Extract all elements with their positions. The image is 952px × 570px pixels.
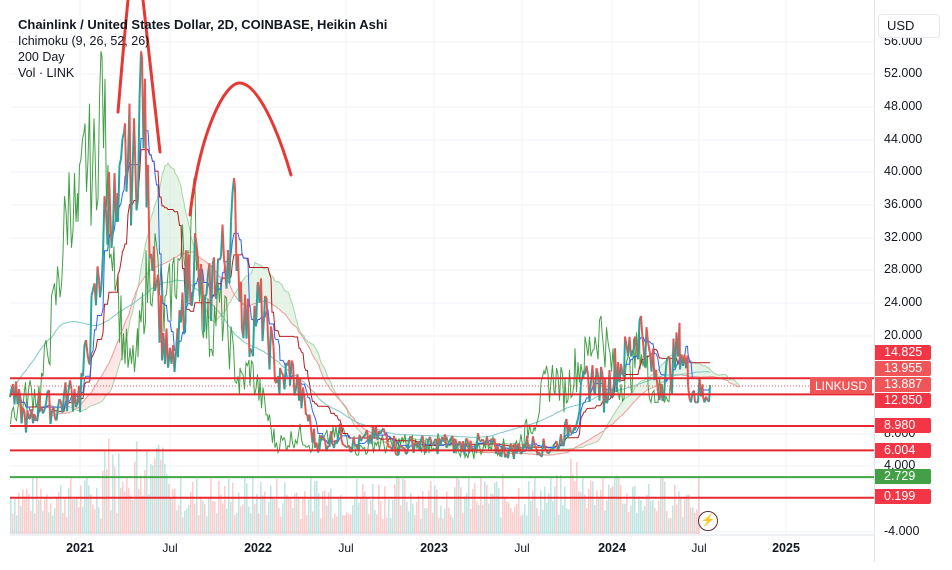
time-tick: Jul xyxy=(162,541,178,555)
lightning-bolt-icon[interactable]: ⚡ xyxy=(698,511,718,531)
price-tick: 4.000 xyxy=(884,458,916,472)
price-tick: 44.000 xyxy=(884,132,923,146)
price-tick: 48.000 xyxy=(884,99,923,113)
price-tick: 28.000 xyxy=(884,262,923,276)
time-tick: 2024 xyxy=(598,541,626,555)
symbol-title[interactable]: Chainlink / United States Dollar, 2D, CO… xyxy=(18,17,388,32)
chart-legend: Chainlink / United States Dollar, 2D, CO… xyxy=(18,16,387,81)
price-level-label: 14.825 xyxy=(875,345,931,360)
indicator-ichimoku[interactable]: Ichimoku (9, 26, 52, 26) xyxy=(18,34,150,48)
price-level-label: 13.887 xyxy=(875,377,931,392)
time-tick: Jul xyxy=(338,541,354,555)
price-level-label: 12.850 xyxy=(875,393,931,408)
price-level-label: 2.729 xyxy=(875,469,931,484)
time-tick: 2022 xyxy=(244,541,272,555)
indicator-200-day[interactable]: 200 Day xyxy=(18,50,65,64)
price-tick: 36.000 xyxy=(884,197,923,211)
price-tick: 20.000 xyxy=(884,328,923,342)
time-tick: 2025 xyxy=(772,541,800,555)
price-level-label: 8.980 xyxy=(875,418,931,433)
time-tick: Jul xyxy=(514,541,530,555)
price-tick: -4.000 xyxy=(884,524,920,538)
currency-button[interactable]: USD xyxy=(878,14,940,38)
symbol-price-tag: LINKUSD xyxy=(810,378,872,394)
time-tick: 2021 xyxy=(66,541,94,555)
price-axis-divider xyxy=(874,0,875,562)
price-tick: 40.000 xyxy=(884,164,923,178)
price-level-label: 6.004 xyxy=(875,443,931,458)
time-tick: Jul xyxy=(691,541,707,555)
price-tick: 32.000 xyxy=(884,230,923,244)
indicator-volume[interactable]: Vol · LINK xyxy=(18,66,75,80)
price-level-label: 13.955 xyxy=(875,361,931,376)
price-tick: 24.000 xyxy=(884,295,923,309)
price-level-label: 0.199 xyxy=(875,489,931,504)
time-tick: 2023 xyxy=(420,541,448,555)
price-tick: 52.000 xyxy=(884,66,923,80)
